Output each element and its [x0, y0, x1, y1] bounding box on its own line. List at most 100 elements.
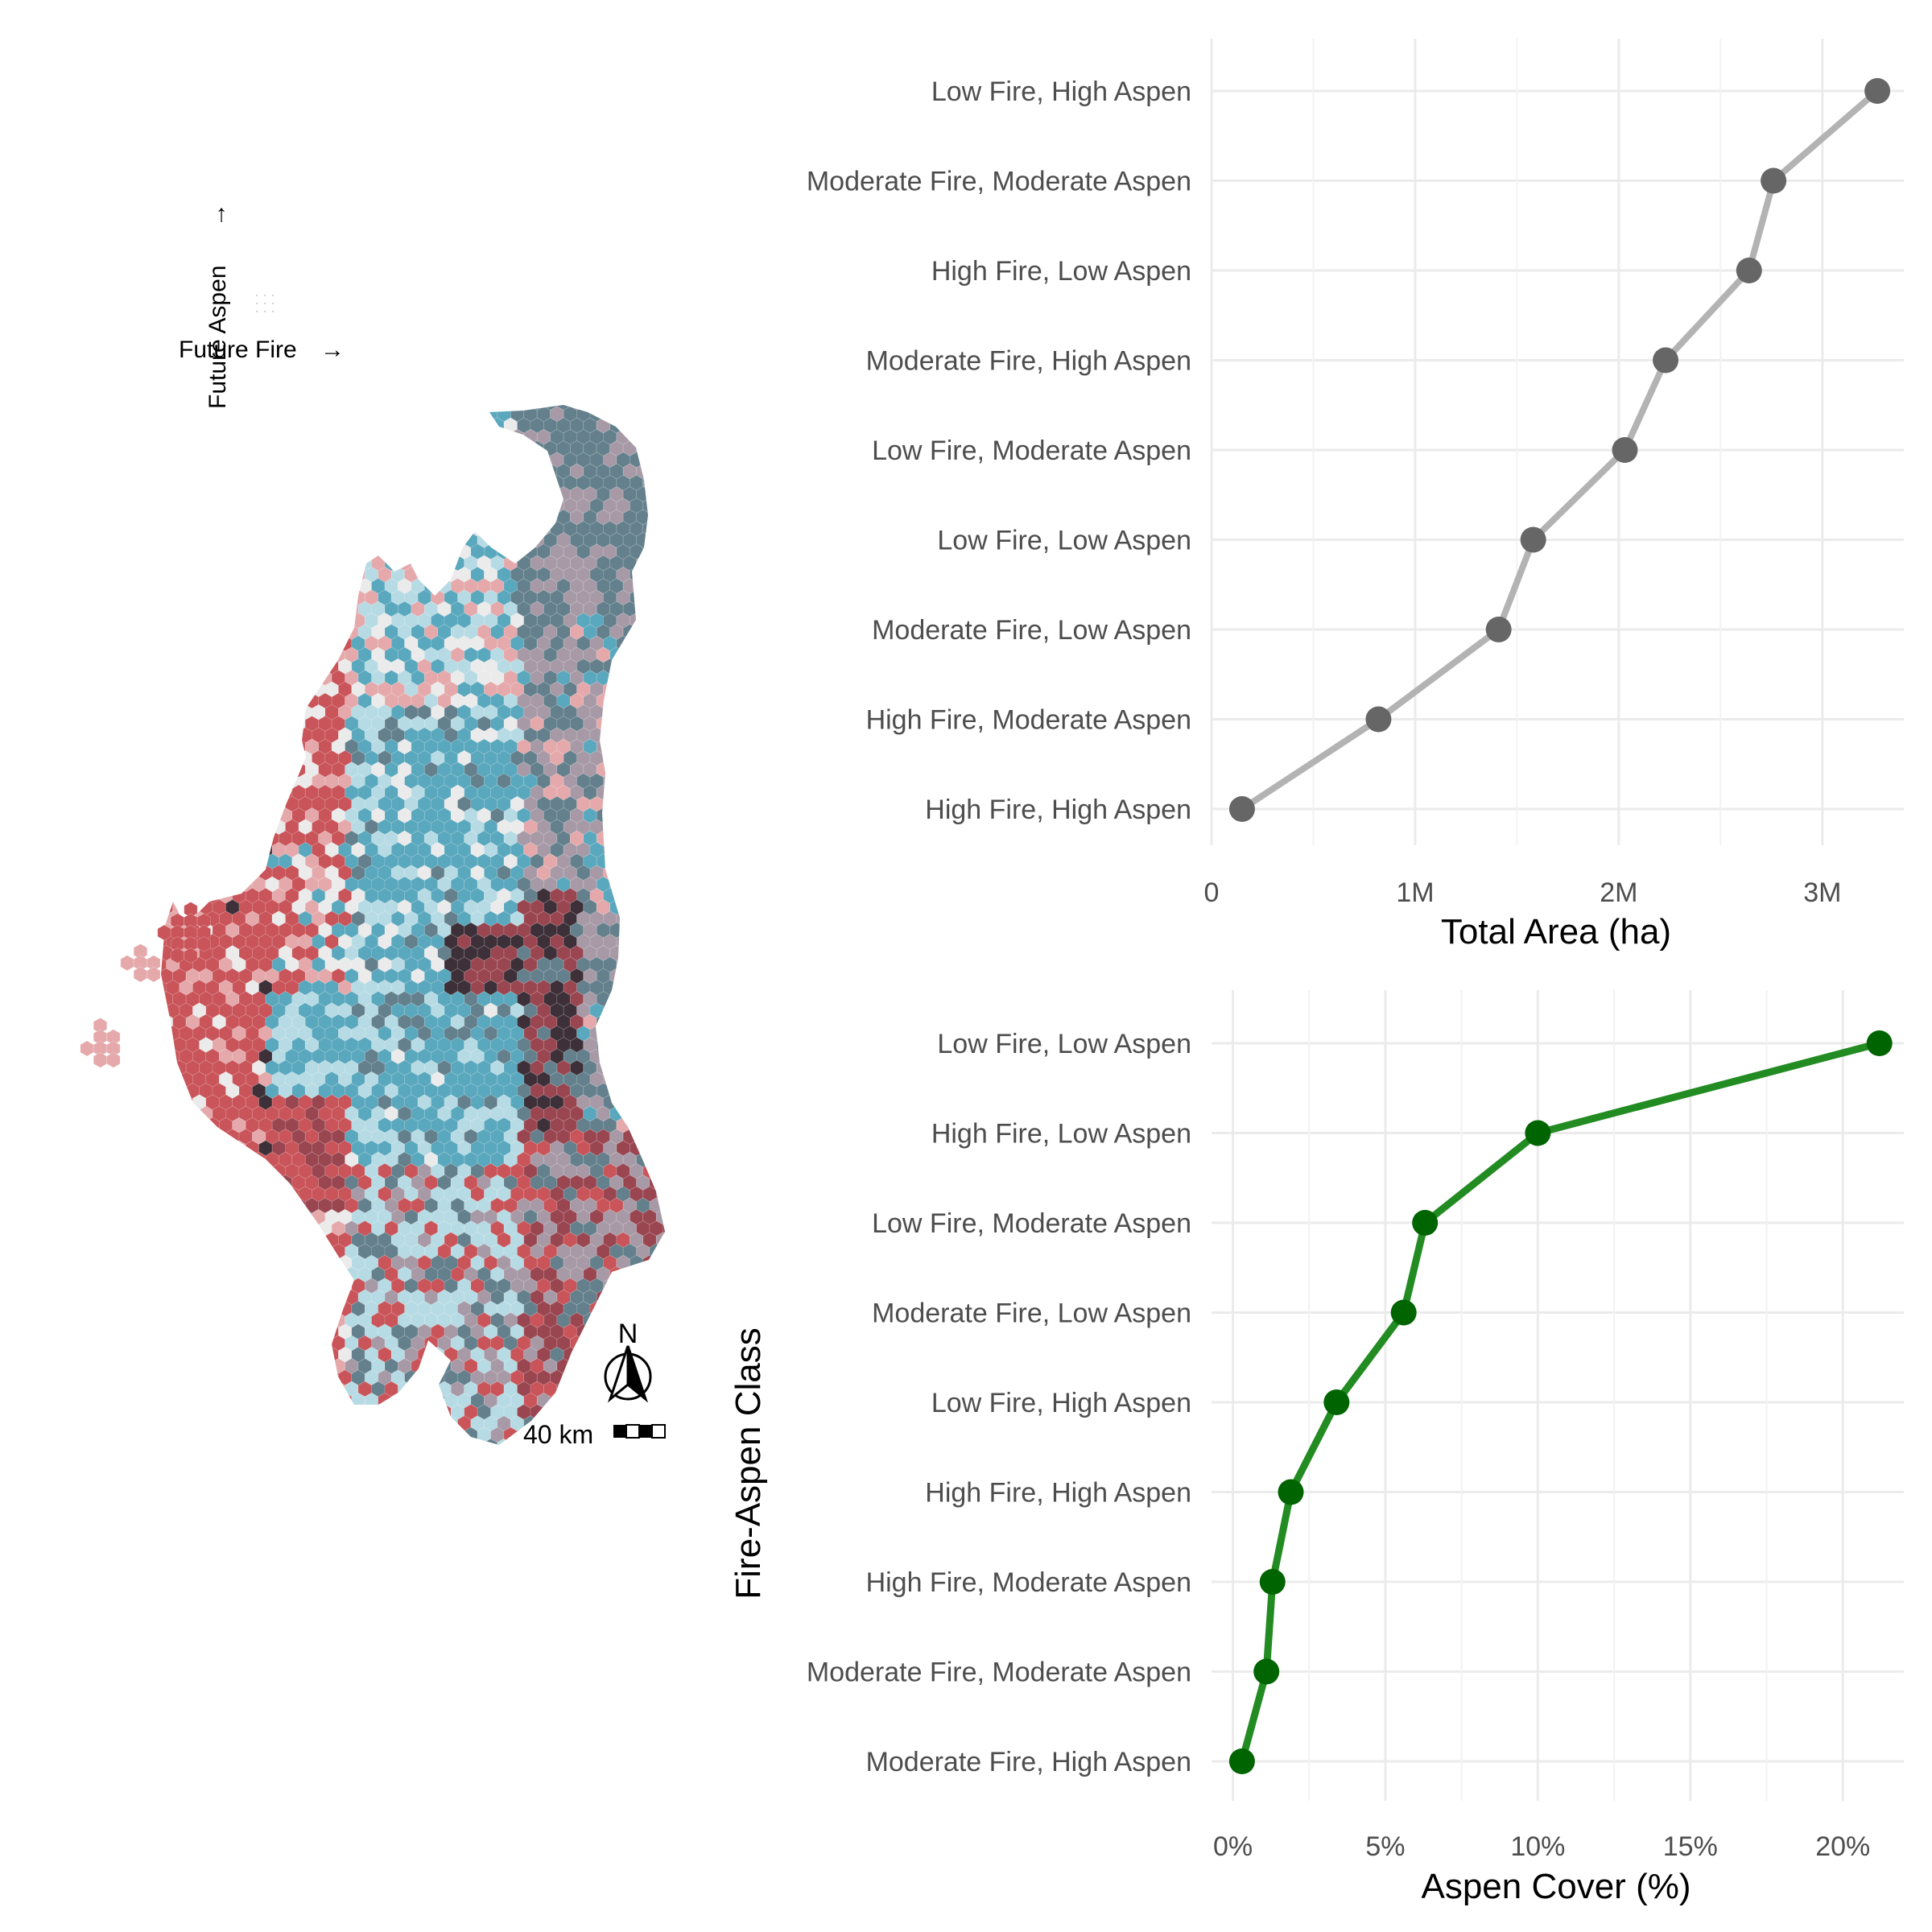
- hex-cell: [232, 819, 246, 836]
- data-point: [1761, 167, 1787, 194]
- hex-cell: [205, 1208, 220, 1225]
- hex-cell: [199, 807, 213, 824]
- hex-cell: [398, 532, 412, 548]
- hex-cell: [464, 509, 478, 526]
- legend-cell: [264, 303, 266, 304]
- hex-cell: [636, 853, 650, 869]
- hex-cell: [450, 486, 465, 502]
- fire-aspen-hex-map: [147, 405, 683, 1445]
- hex-cell: [271, 452, 286, 469]
- hex-cell: [161, 910, 167, 927]
- hex-cell: [437, 417, 452, 434]
- hex-cell: [670, 475, 683, 490]
- hex-cell: [331, 601, 345, 617]
- hex-cell: [252, 601, 266, 617]
- hex-cell: [205, 1140, 220, 1157]
- hex-cell: [318, 1266, 332, 1282]
- hex-cell: [510, 497, 525, 514]
- hex-cell: [179, 1369, 193, 1386]
- hex-cell: [642, 749, 657, 766]
- hex-cell: [179, 520, 193, 537]
- hex-cell: [265, 1266, 279, 1282]
- hex-cell: [166, 452, 180, 469]
- hex-cell: [185, 417, 200, 434]
- hex-cell: [147, 1427, 159, 1443]
- hex-cell: [271, 704, 286, 720]
- hex-cell: [304, 417, 320, 434]
- hex-cell: [161, 795, 167, 812]
- hex-cell: [172, 555, 187, 572]
- hex-cell: [265, 417, 279, 434]
- hex-cell: [245, 1140, 259, 1157]
- hex-cell: [179, 1140, 193, 1157]
- hex-cell: [245, 1369, 259, 1386]
- hex-cell: [166, 704, 180, 720]
- hex-cell: [238, 853, 253, 869]
- hex-cell: [556, 1404, 571, 1420]
- hex-cell: [630, 795, 644, 812]
- hex-cell: [271, 658, 286, 675]
- hex-cell: [161, 738, 174, 755]
- hex-cell: [477, 417, 491, 434]
- hex-cell: [161, 1117, 167, 1133]
- hex-cell: [523, 452, 538, 469]
- hex-cell: [411, 486, 425, 502]
- hex-cell: [161, 532, 174, 548]
- hex-cell: [265, 405, 279, 411]
- hex-cell: [172, 1220, 187, 1236]
- hex-cell: [345, 578, 359, 594]
- hex-cell: [663, 601, 665, 617]
- hex-cell: [278, 555, 293, 572]
- hex-cell: [450, 509, 465, 526]
- hex-cell: [271, 1392, 286, 1409]
- hex-cell: [232, 1392, 246, 1409]
- hex-cell: [166, 1438, 180, 1445]
- hex-cell: [490, 509, 505, 526]
- hex-cell: [161, 1208, 167, 1225]
- hex-cell: [450, 463, 465, 480]
- hex-cell: [431, 1438, 445, 1445]
- hex-cell: [172, 1197, 187, 1214]
- hex-cell: [218, 658, 233, 675]
- hex-cell: [398, 417, 412, 434]
- hex-cell: [179, 612, 193, 629]
- hex-cell: [642, 1071, 657, 1088]
- hex-cell: [431, 452, 445, 469]
- hex-cell: [331, 1404, 345, 1420]
- hex-cell: [636, 738, 650, 755]
- hex-cell: [563, 1392, 577, 1409]
- hex-cell: [670, 521, 683, 536]
- hex-cell: [609, 670, 624, 686]
- hex-cell: [238, 1266, 253, 1282]
- hex-cell: [161, 762, 174, 778]
- hex-cell: [649, 1289, 663, 1306]
- hex-cell: [423, 440, 439, 456]
- hex-cell: [464, 405, 478, 411]
- hex-cell: [642, 1094, 657, 1111]
- hex-cell: [172, 1105, 187, 1122]
- hex-cell: [351, 497, 365, 514]
- hex-cell: [245, 1300, 259, 1317]
- hex-cell: [663, 830, 665, 847]
- hex-cell: [351, 520, 365, 537]
- hex-cell: [179, 1162, 193, 1179]
- hex-cell: [398, 486, 412, 502]
- hex-cell: [338, 1392, 353, 1409]
- hex-cell: [161, 1266, 174, 1282]
- hex-cell: [225, 1197, 240, 1214]
- hex-cell: [258, 1438, 273, 1445]
- hex-cell: [649, 1013, 663, 1030]
- hex-cell: [172, 578, 187, 594]
- hex-cell: [199, 876, 213, 893]
- hex-cell: [212, 463, 226, 480]
- data-point: [1278, 1479, 1304, 1505]
- hex-cell: [185, 670, 200, 686]
- hex-cell: [431, 566, 445, 583]
- hex-cell: [212, 1426, 226, 1443]
- hex-cell: [417, 474, 431, 491]
- hex-cell: [238, 1335, 253, 1352]
- hex-cell: [166, 1117, 180, 1133]
- hex-cell: [622, 784, 637, 801]
- hex-cell: [649, 1105, 663, 1122]
- hex-cell: [172, 853, 187, 869]
